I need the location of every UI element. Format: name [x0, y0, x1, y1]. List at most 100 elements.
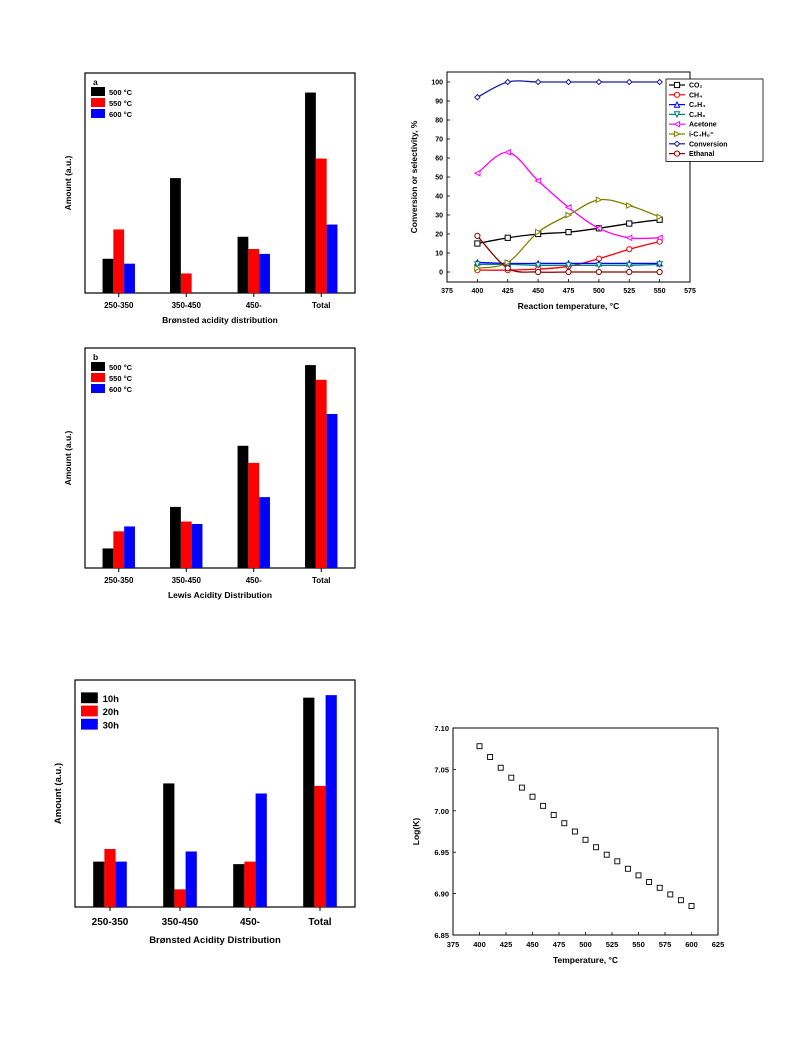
data-point: [656, 213, 664, 221]
x-tick-label: 500: [593, 288, 605, 295]
y-tick-label: 6.90: [434, 890, 449, 899]
data-point: [673, 120, 681, 128]
data-point: [508, 774, 515, 781]
data-point: [656, 268, 663, 276]
x-tick-label: 375: [447, 940, 460, 949]
data-point: [474, 232, 481, 239]
x-tick-label: 550: [654, 288, 666, 295]
legend-swatch: [81, 692, 98, 704]
data-point: [673, 81, 681, 89]
data-point: [582, 836, 589, 843]
bar: [248, 462, 260, 568]
data-point: [487, 754, 494, 760]
y-tick-label: 100: [431, 80, 443, 87]
data-point: [595, 78, 603, 86]
data-point: [595, 268, 602, 276]
bar: [305, 92, 316, 293]
data-point: [688, 903, 695, 909]
line-chart-line_conv: 375 400 425 450 475 500 525 550 575 0 10 20 30 40 50 60…: [409, 71, 764, 311]
x-tick-label: 250-350: [104, 576, 134, 585]
data-point: [529, 793, 536, 800]
bar: [115, 861, 127, 907]
data-point: [673, 140, 681, 148]
data-point: [504, 234, 511, 241]
data-point: [677, 897, 684, 904]
x-axis-label: Lewis Acidity Distribution: [168, 590, 272, 600]
bar: [102, 258, 114, 293]
x-tick-label: 425: [502, 288, 514, 295]
data-point: [646, 879, 653, 885]
data-point: [535, 228, 542, 236]
bar: [326, 414, 338, 568]
x-tick-label: 450: [526, 940, 539, 949]
data-point: [540, 802, 547, 809]
bar: [104, 848, 116, 907]
data-point: [595, 224, 602, 232]
data-point: [474, 240, 481, 247]
data-point: [614, 858, 621, 865]
y-tick-label: 30: [435, 213, 443, 220]
data-point: [476, 743, 483, 750]
data-point: [626, 220, 633, 227]
y-tick-label: 90: [435, 99, 443, 106]
x-tick-label: 550: [632, 940, 645, 949]
y-axis-label: Amount (a.u.): [53, 763, 64, 824]
y-tick-label: 40: [435, 194, 443, 201]
data-point: [473, 169, 481, 177]
panel-label: b: [93, 352, 98, 362]
y-tick-label: 50: [435, 175, 443, 182]
data-point: [565, 229, 572, 236]
bar: [237, 236, 249, 293]
legend-label: Ethanal: [689, 151, 714, 158]
data-point: [667, 891, 674, 898]
bar: [255, 793, 267, 907]
x-tick-label: 400: [473, 940, 486, 949]
legend-swatch: [81, 705, 98, 717]
x-axis-label: Brønsted acidity distribution: [162, 315, 278, 325]
bar: [315, 379, 327, 568]
legend-label: 600 °C: [109, 385, 133, 394]
bar: [163, 783, 175, 907]
data-point: [561, 820, 568, 827]
data-point: [656, 884, 663, 891]
y-tick-label: 7.00: [434, 807, 449, 816]
legend-swatch: [91, 362, 105, 371]
x-tick-label: 575: [684, 288, 696, 295]
data-point: [565, 268, 572, 276]
legend-label: 500 °C: [109, 88, 133, 97]
x-axis-label: Reaction temperature, °C: [518, 301, 620, 311]
bar: [259, 253, 270, 293]
data-point: [626, 268, 633, 276]
x-tick-label: 500: [579, 940, 592, 949]
bar: [113, 531, 125, 568]
data-point: [595, 262, 603, 270]
legend-box: [665, 78, 764, 162]
data-point: [504, 259, 512, 266]
x-tick-label: 600: [685, 940, 698, 949]
data-point: [474, 264, 482, 272]
legend-label: 500 °C: [109, 363, 133, 372]
bar: [233, 864, 245, 907]
bar: [237, 445, 249, 568]
y-tick-label: 6.85: [434, 931, 449, 940]
bar-chart-bar_a: 250-350 350-450 450- Total 500 °C 550 °C 600 °…: [63, 72, 356, 325]
data-point: [564, 203, 572, 211]
plot-frame: [446, 71, 691, 283]
x-tick-label: Total: [308, 917, 331, 928]
data-point: [593, 844, 600, 851]
legend-swatch: [91, 98, 105, 107]
x-tick-label: 575: [659, 940, 672, 949]
plot-frame: [84, 347, 356, 569]
data-point: [603, 851, 610, 858]
x-tick-label: 450-: [240, 917, 260, 928]
x-tick-label: 450-: [246, 576, 262, 585]
legend-swatch: [91, 384, 105, 393]
y-tick-label: 6.95: [434, 848, 449, 857]
data-point: [656, 261, 664, 269]
x-tick-label: 475: [553, 940, 566, 949]
y-tick-label: 20: [435, 232, 443, 239]
bar: [315, 158, 327, 293]
bar: [180, 521, 192, 568]
legend-label: 30h: [103, 720, 120, 731]
bar: [124, 263, 135, 293]
